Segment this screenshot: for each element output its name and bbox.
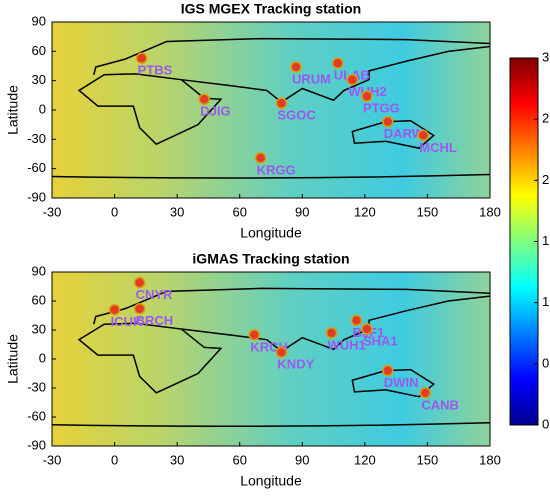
station-marker xyxy=(382,364,394,377)
station-marker xyxy=(275,346,288,358)
station-marker xyxy=(133,276,146,289)
station-label: ICUK xyxy=(111,314,143,329)
x-tick-label: 60 xyxy=(232,452,246,467)
x-tick-label: 150 xyxy=(417,204,439,219)
station-label: CANB xyxy=(421,397,459,412)
colorbar-tick-label: 0.5 xyxy=(542,355,550,370)
panel-title: IGS MGEX Tracking station xyxy=(181,1,361,17)
panel-title: iGMAS Tracking station xyxy=(192,251,349,267)
station-marker xyxy=(325,327,338,339)
x-tick-label: 30 xyxy=(170,204,184,219)
map-background xyxy=(52,272,490,446)
station-label: KNDY xyxy=(277,357,314,372)
station-label: CNYR xyxy=(136,287,173,302)
station-marker xyxy=(248,329,261,341)
y-tick-label: -60 xyxy=(27,160,46,175)
station-marker xyxy=(290,61,302,73)
x-tick-label: 120 xyxy=(354,204,376,219)
x-tick-label: 180 xyxy=(479,204,501,219)
y-tick-label: 30 xyxy=(32,72,46,87)
y-tick-label: 0 xyxy=(39,350,46,365)
colorbar-tick-label: 2.5 xyxy=(542,111,550,126)
station-label: DWIN xyxy=(384,375,419,390)
y-axis-label: Latitude xyxy=(5,85,21,135)
x-tick-label: 90 xyxy=(295,204,309,219)
x-tick-label: 150 xyxy=(417,452,439,467)
station-label: BRCH xyxy=(136,313,174,328)
x-axis-label: Longitude xyxy=(240,225,302,241)
x-tick-label: 120 xyxy=(354,452,376,467)
station-marker xyxy=(198,93,211,105)
colorbar-tick-label: 0 xyxy=(542,416,549,431)
map-background xyxy=(52,22,490,198)
colorbar-tick-label: 3 xyxy=(542,49,549,64)
y-tick-label: 0 xyxy=(39,101,46,116)
station-label: DARW xyxy=(384,126,425,141)
x-tick-label: 0 xyxy=(111,204,118,219)
station-marker xyxy=(331,57,344,69)
colorbar-tick-label: 2 xyxy=(542,172,549,187)
station-label: WUH1 xyxy=(327,337,365,352)
station-marker xyxy=(382,115,394,128)
station-marker xyxy=(350,314,363,327)
y-tick-label: -30 xyxy=(27,131,46,146)
station-label: PTBS xyxy=(138,63,173,78)
station-label: MCHL xyxy=(419,140,457,155)
y-tick-label: 30 xyxy=(32,321,46,336)
coastline xyxy=(51,37,491,179)
x-tick-label: 0 xyxy=(111,452,118,467)
y-tick-label: -90 xyxy=(27,437,46,452)
station-marker xyxy=(108,303,121,316)
station-label: DJIG xyxy=(200,104,230,119)
station-label: URUM xyxy=(292,71,331,86)
colorbar-tick-label: 1 xyxy=(542,294,549,309)
station-marker xyxy=(135,52,148,64)
colorbar xyxy=(509,57,539,426)
y-axis-label: Latitude xyxy=(5,334,21,384)
y-tick-label: -90 xyxy=(27,189,46,204)
station-marker xyxy=(419,387,432,399)
colorbar-tick-label: 1.5 xyxy=(542,233,550,248)
x-tick-label: 30 xyxy=(170,452,184,467)
x-tick-label: -30 xyxy=(43,204,62,219)
y-tick-label: -30 xyxy=(27,379,46,394)
station-marker xyxy=(275,97,288,109)
station-marker xyxy=(361,90,373,103)
station-label: SGOC xyxy=(277,108,316,123)
coastline xyxy=(51,287,491,428)
x-tick-label: -30 xyxy=(43,452,62,467)
station-label: KRGG xyxy=(257,162,296,177)
y-tick-label: 60 xyxy=(32,43,46,58)
station-marker xyxy=(361,323,373,335)
x-tick-label: 60 xyxy=(232,204,246,219)
y-tick-label: -60 xyxy=(27,408,46,423)
station-marker xyxy=(254,152,267,164)
x-tick-label: 90 xyxy=(295,452,309,467)
y-tick-label: 90 xyxy=(32,13,46,28)
station-label: PTGG xyxy=(363,101,400,116)
y-tick-label: 60 xyxy=(32,292,46,307)
station-marker xyxy=(133,302,146,315)
station-marker xyxy=(417,129,430,142)
y-tick-label: 90 xyxy=(32,263,46,278)
station-label: SHA1 xyxy=(363,333,398,348)
x-tick-label: 180 xyxy=(479,452,501,467)
x-axis-label: Longitude xyxy=(240,473,302,489)
station-marker xyxy=(346,73,359,86)
